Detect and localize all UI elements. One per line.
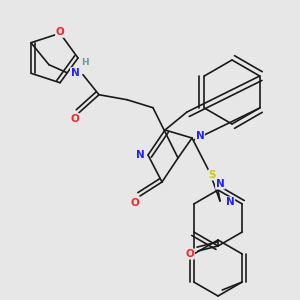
Text: N: N (70, 68, 79, 78)
Text: N: N (216, 179, 224, 189)
Text: N: N (226, 197, 235, 207)
Text: N: N (136, 150, 144, 160)
Text: O: O (70, 114, 79, 124)
Text: O: O (186, 249, 194, 259)
Text: N: N (196, 131, 204, 141)
Text: O: O (56, 27, 64, 37)
Text: O: O (130, 198, 140, 208)
Text: H: H (81, 58, 89, 67)
Text: S: S (208, 170, 216, 180)
